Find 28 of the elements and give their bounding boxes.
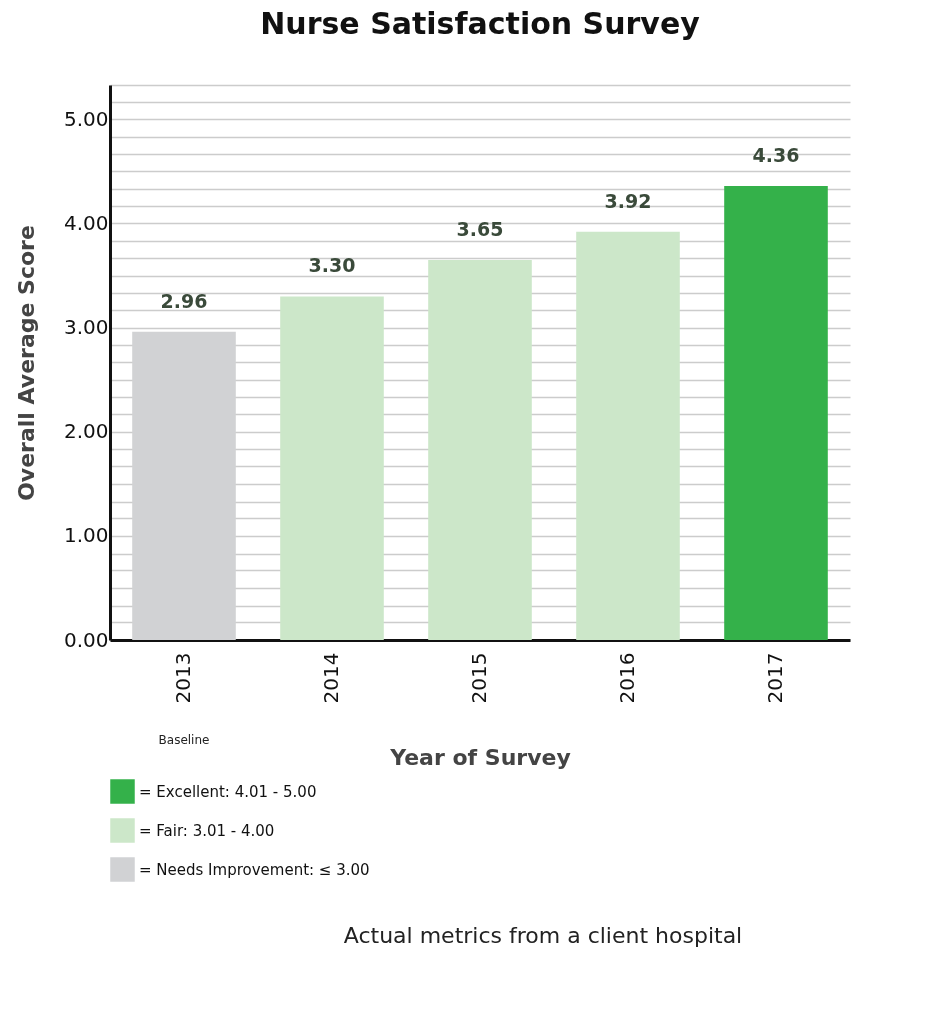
x-tick-label: 2017: [763, 652, 787, 704]
y-axis-title: Overall Average Score: [13, 225, 39, 501]
legend-label: = Needs Improvement: ≤ 3.00: [139, 860, 370, 879]
legend-label: = Fair: 3.01 - 4.00: [139, 821, 275, 840]
x-tick-label: 2013: [171, 652, 195, 704]
text: Baseline: [158, 733, 210, 747]
chart-title: Nurse Satisfaction Survey: [260, 6, 701, 41]
bar: [280, 296, 384, 640]
text: 3.30: [308, 254, 356, 277]
y-tick-label: 0.00: [63, 627, 109, 652]
bar: [724, 186, 828, 640]
y-tick-label: 1.00: [63, 523, 109, 548]
text: 3.65: [456, 217, 504, 240]
x-tick-label: 2014: [319, 652, 343, 704]
x-axis-title: Year of Survey: [389, 745, 571, 771]
x-tick-label: 2015: [467, 652, 491, 704]
legend-label: = Excellent: 4.01 - 5.00: [139, 782, 317, 801]
y-tick-label: 4.00: [63, 210, 109, 235]
text: Actual metrics from a client hospital: [342, 923, 744, 948]
text: 3.92: [604, 189, 652, 212]
text: 2.96: [160, 289, 208, 312]
text: 4.36: [752, 144, 800, 166]
y-tick-label: 5.00: [63, 106, 109, 131]
bar: [428, 259, 532, 640]
y-tick-label: 2.00: [63, 419, 109, 444]
x-tick-label: 2016: [615, 652, 639, 704]
bar: [576, 231, 680, 640]
y-tick-label: 3.00: [63, 315, 109, 340]
